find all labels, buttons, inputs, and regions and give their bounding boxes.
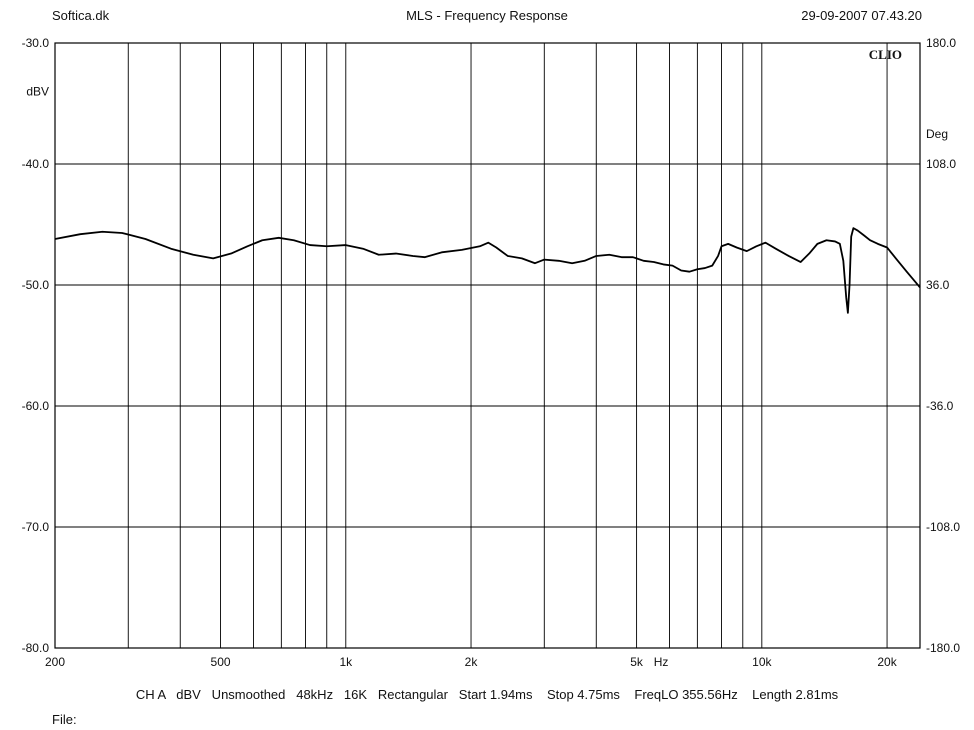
axis-labels: -30.0 -40.0 -50.0 -60.0 -70.0 -80.0 180.0 108.0… — [22, 36, 961, 669]
frequency-response-chart: -30.0 -40.0 -50.0 -60.0 -70.0 -80.0 180.0 108.0… — [22, 36, 961, 669]
x-tick-label: 5k — [630, 655, 644, 669]
y2-tick-label: -108.0 — [926, 520, 960, 534]
y-tick-label: -80.0 — [22, 641, 50, 655]
y-tick-label: -30.0 — [22, 36, 50, 50]
clio-brand-label: CLIO — [869, 47, 902, 62]
x-tick-label: 10k — [752, 655, 772, 669]
header-site-label: Softica.dk — [52, 8, 110, 23]
file-label: File: — [52, 712, 77, 727]
measurement-settings: CH A dBV Unsmoothed 48kHz 16K Rectangula… — [135, 687, 839, 702]
y-tick-label: -60.0 — [22, 399, 50, 413]
x-axis-unit: Hz — [654, 655, 669, 669]
y-axis-label: dBV — [26, 84, 49, 98]
x-tick-label: 1k — [339, 655, 353, 669]
y2-tick-label: 180.0 — [926, 36, 956, 50]
header-timestamp: 29-09-2007 07.43.20 — [801, 8, 922, 23]
chart-title: MLS - Frequency Response — [406, 8, 568, 23]
x-tick-label: 20k — [877, 655, 897, 669]
y2-tick-label: 108.0 — [926, 157, 956, 171]
series-line — [54, 227, 921, 314]
plot-frame — [54, 42, 921, 649]
y-tick-label: -40.0 — [22, 157, 50, 171]
y-tick-label: -70.0 — [22, 520, 50, 534]
grid — [55, 43, 920, 648]
y2-tick-label: 36.0 — [926, 278, 950, 292]
y2-axis-label: Deg — [926, 127, 948, 141]
x-tick-label: 500 — [211, 655, 231, 669]
y-tick-label: -50.0 — [22, 278, 50, 292]
x-tick-label: 200 — [45, 655, 65, 669]
x-tick-label: 2k — [465, 655, 479, 669]
y2-tick-label: -180.0 — [926, 641, 960, 655]
y2-tick-label: -36.0 — [926, 399, 954, 413]
